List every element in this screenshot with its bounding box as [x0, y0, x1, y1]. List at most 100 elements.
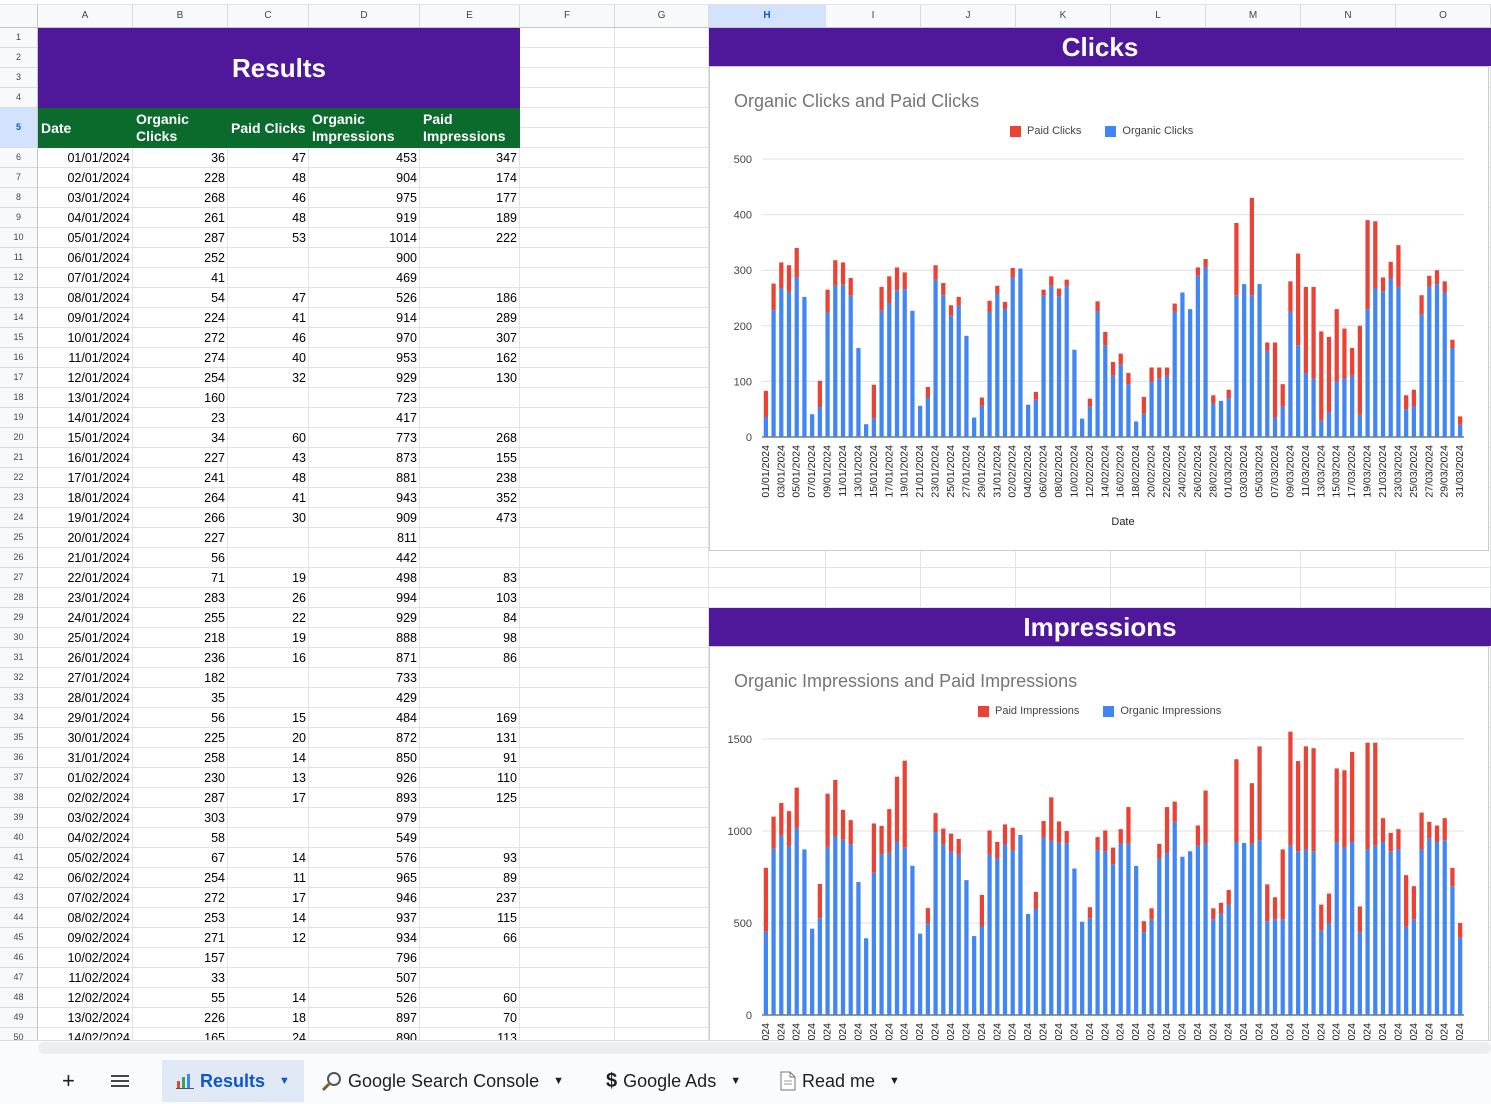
table-cell[interactable]: 11: [293, 871, 306, 885]
table-cell[interactable]: 236: [204, 651, 225, 665]
table-cell[interactable]: 253: [204, 911, 225, 925]
table-cell[interactable]: 283: [204, 591, 225, 605]
tab-read-me[interactable]: Read me ▼: [780, 1060, 900, 1102]
column-header-d[interactable]: D: [309, 5, 420, 28]
table-cell[interactable]: 22/01/2024: [67, 571, 130, 585]
row-header-27[interactable]: 27: [0, 568, 38, 588]
table-cell[interactable]: 41: [292, 491, 306, 505]
table-cell[interactable]: 70: [503, 1011, 517, 1025]
table-cell[interactable]: 264: [204, 491, 225, 505]
row-header-33[interactable]: 33: [0, 688, 38, 708]
row-header-11[interactable]: 11: [0, 248, 38, 268]
row-header-49[interactable]: 49: [0, 1008, 38, 1028]
row-header-43[interactable]: 43: [0, 888, 38, 908]
table-cell[interactable]: 18: [292, 1011, 306, 1025]
table-cell[interactable]: [420, 948, 520, 968]
table-cell[interactable]: 23: [211, 411, 225, 425]
column-header-a[interactable]: A: [38, 5, 133, 28]
table-cell[interactable]: 125: [496, 791, 517, 805]
row-header-16[interactable]: 16: [0, 348, 38, 368]
table-cell[interactable]: 287: [204, 231, 225, 245]
table-cell[interactable]: 469: [396, 271, 417, 285]
table-cell[interactable]: 222: [496, 231, 517, 245]
table-cell[interactable]: [228, 968, 309, 988]
table-cell[interactable]: 473: [496, 511, 517, 525]
row-header-19[interactable]: 19: [0, 408, 38, 428]
row-header-30[interactable]: 30: [0, 628, 38, 648]
column-header-l[interactable]: L: [1111, 5, 1206, 28]
table-cell[interactable]: 01/01/2024: [67, 151, 130, 165]
header-date[interactable]: Date: [41, 119, 72, 136]
tab-results[interactable]: Results ▼: [162, 1060, 304, 1102]
table-cell[interactable]: 268: [496, 431, 517, 445]
table-cell[interactable]: 526: [396, 991, 417, 1005]
table-cell[interactable]: 20: [292, 731, 306, 745]
table-cell[interactable]: 227: [204, 451, 225, 465]
table-cell[interactable]: [228, 668, 309, 688]
table-cell[interactable]: 05/02/2024: [67, 851, 130, 865]
table-cell[interactable]: 11/01/2024: [68, 351, 130, 365]
table-cell[interactable]: 09/02/2024: [67, 931, 130, 945]
table-cell[interactable]: 811: [397, 531, 417, 545]
table-cell[interactable]: 13/01/2024: [67, 391, 130, 405]
header-organic-clicks[interactable]: Organic Clicks: [136, 111, 189, 144]
table-cell[interactable]: 287: [204, 791, 225, 805]
row-header-34[interactable]: 34: [0, 708, 38, 728]
table-cell[interactable]: 02/01/2024: [67, 171, 130, 185]
table-cell[interactable]: 254: [204, 871, 225, 885]
table-cell[interactable]: 04/01/2024: [67, 211, 130, 225]
table-cell[interactable]: 182: [204, 671, 225, 685]
column-header-c[interactable]: C: [228, 5, 309, 28]
table-cell[interactable]: 17: [292, 891, 306, 905]
row-header-10[interactable]: 10: [0, 228, 38, 248]
table-cell[interactable]: 24/01/2024: [67, 611, 130, 625]
row-header-32[interactable]: 32: [0, 668, 38, 688]
table-cell[interactable]: 84: [503, 611, 517, 625]
row-header-17[interactable]: 17: [0, 368, 38, 388]
table-cell[interactable]: [228, 808, 309, 828]
table-cell[interactable]: 576: [396, 851, 417, 865]
table-cell[interactable]: 32: [292, 371, 306, 385]
table-cell[interactable]: 169: [496, 711, 517, 725]
row-header-22[interactable]: 22: [0, 468, 38, 488]
table-cell[interactable]: 224: [204, 311, 225, 325]
row-header-46[interactable]: 46: [0, 948, 38, 968]
table-cell[interactable]: 10/01/2024: [67, 331, 130, 345]
tab-google-ads[interactable]: $ Google Ads ▼: [606, 1060, 741, 1102]
table-cell[interactable]: 937: [396, 911, 417, 925]
table-cell[interactable]: 91: [503, 751, 517, 765]
tab-google-search-console[interactable]: Google Search Console ▼: [322, 1060, 564, 1102]
table-cell[interactable]: 60: [503, 991, 517, 1005]
table-cell[interactable]: 14: [292, 751, 306, 765]
table-cell[interactable]: 453: [396, 151, 417, 165]
table-cell[interactable]: [420, 548, 520, 568]
table-cell[interactable]: 20/01/2024: [67, 531, 130, 545]
table-cell[interactable]: 272: [204, 891, 225, 905]
table-cell[interactable]: 271: [204, 931, 225, 945]
table-cell[interactable]: 48: [292, 171, 306, 185]
row-header-37[interactable]: 37: [0, 768, 38, 788]
select-all-corner[interactable]: [0, 5, 38, 28]
table-cell[interactable]: 06/01/2024: [67, 251, 130, 265]
table-cell[interactable]: 19: [292, 571, 306, 585]
table-cell[interactable]: 498: [396, 571, 417, 585]
row-header-13[interactable]: 13: [0, 288, 38, 308]
column-header-m[interactable]: M: [1206, 5, 1301, 28]
table-cell[interactable]: 261: [204, 211, 225, 225]
table-cell[interactable]: 25/01/2024: [67, 631, 130, 645]
row-header-1[interactable]: 1: [0, 28, 38, 48]
table-cell[interactable]: [228, 528, 309, 548]
row-header-2[interactable]: 2: [0, 48, 38, 68]
header-organic-impressions[interactable]: Organic Impressions: [312, 111, 395, 144]
table-cell[interactable]: 29/01/2024: [67, 711, 130, 725]
table-cell[interactable]: 162: [496, 351, 517, 365]
table-cell[interactable]: 28/01/2024: [67, 691, 130, 705]
table-cell[interactable]: 347: [496, 151, 517, 165]
table-cell[interactable]: 47: [292, 291, 306, 305]
row-header-48[interactable]: 48: [0, 988, 38, 1008]
table-cell[interactable]: [228, 268, 309, 288]
table-cell[interactable]: 934: [396, 931, 417, 945]
table-cell[interactable]: 67: [211, 851, 225, 865]
row-header-29[interactable]: 29: [0, 608, 38, 628]
table-cell[interactable]: 733: [396, 671, 417, 685]
